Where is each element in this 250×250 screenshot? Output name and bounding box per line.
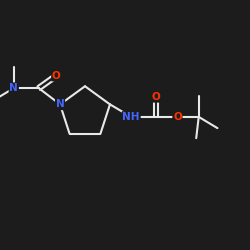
Text: O: O xyxy=(152,92,160,102)
Text: O: O xyxy=(173,112,182,122)
Text: NH: NH xyxy=(122,112,140,122)
Text: N: N xyxy=(10,83,18,93)
Text: O: O xyxy=(52,71,61,81)
Text: N: N xyxy=(56,100,64,110)
